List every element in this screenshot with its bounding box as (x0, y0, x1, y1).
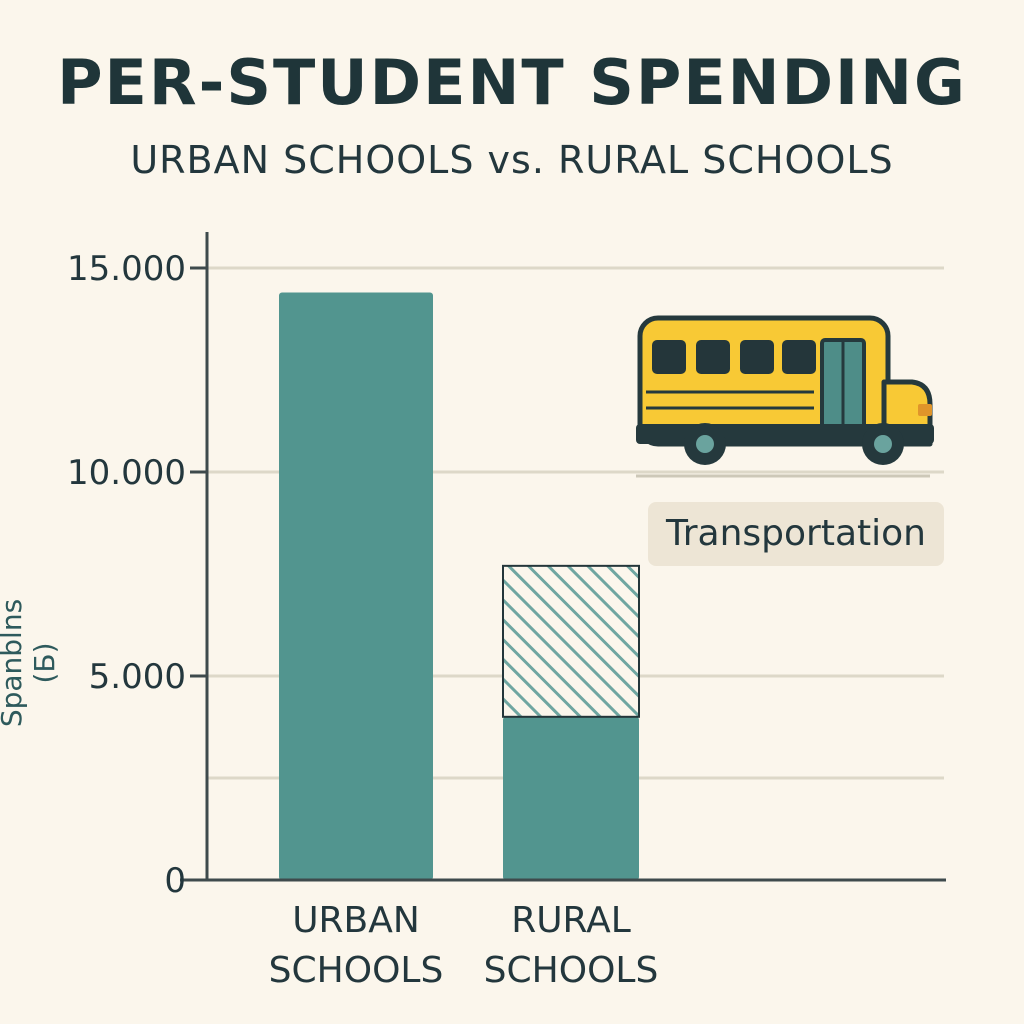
chart-title: PER-STUDENT SPENDING (57, 46, 967, 119)
bar-1-series-1 (502, 564, 640, 718)
axes (180, 232, 946, 882)
bar-1-series-0 (503, 716, 639, 880)
y-tick-label-1: 5.000 (89, 657, 186, 697)
y-tick-label-3: 15.000 (67, 249, 186, 289)
y-axis-label: Spanblns (Б) (0, 598, 61, 728)
x-tick-labels: URBAN SCHOOLS RURAL SCHOOLS (269, 900, 659, 991)
y-tick-labels: 0 5.000 10.000 15.000 (67, 249, 207, 901)
y-tick-label-2: 10.000 (67, 453, 186, 493)
y-tick-label-0: 0 (164, 861, 186, 901)
category-label-1-line-1: SCHOOLS (484, 950, 659, 991)
category-label-1-line-0: RURAL (511, 900, 631, 941)
category-label-0-line-1: SCHOOLS (269, 950, 444, 991)
transportation-label: Transportation (648, 502, 944, 566)
school-bus-icon (636, 315, 934, 478)
chart-subtitle: URBAN SCHOOLS vs. RURAL SCHOOLS (130, 138, 894, 182)
bar-0-series-0 (279, 292, 433, 881)
category-label-0-line-0: URBAN (292, 900, 420, 941)
bars (279, 292, 640, 881)
